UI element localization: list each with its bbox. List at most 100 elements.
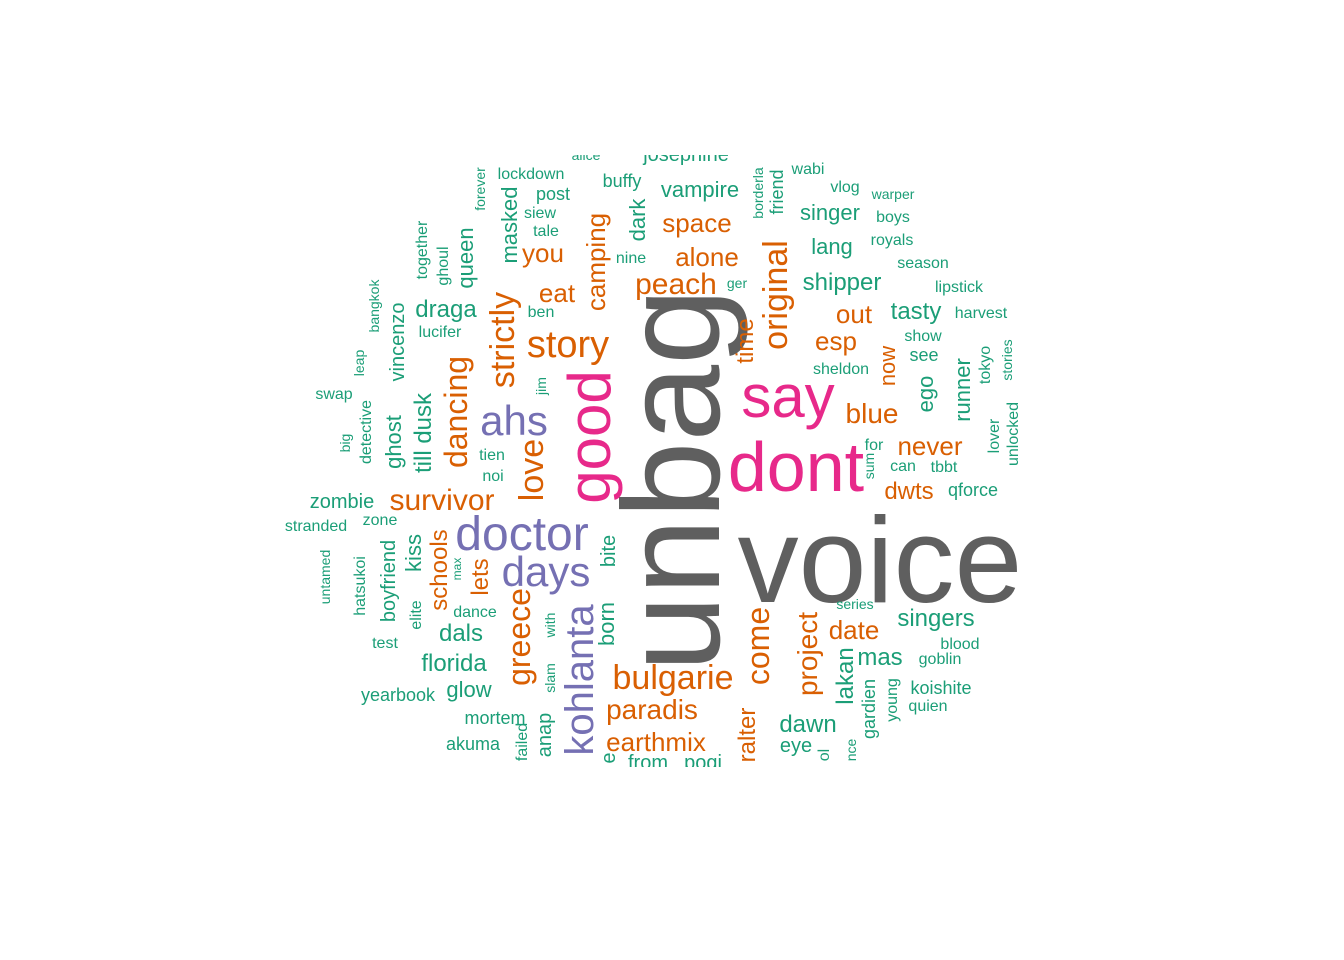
word-for: for [864, 437, 884, 454]
word-lang: lang [811, 234, 853, 259]
word-cloud: voice unbag dont say good doctor days ahs kohlan… [270, 155, 1050, 767]
word-ralter: ralter [734, 707, 761, 763]
word-eat: eat [538, 278, 576, 308]
word-earthmix: earthmix [606, 727, 706, 757]
word-series: series [836, 596, 874, 612]
word-test: test [372, 635, 398, 652]
word-quien: quien [908, 698, 948, 715]
word-mas: mas [857, 644, 903, 671]
word-leap: leap [351, 349, 367, 377]
word-season: season [897, 255, 949, 272]
word-buffy: buffy [602, 171, 642, 191]
word-greece: greece [501, 588, 537, 686]
word-qforce: qforce [947, 480, 999, 500]
word-ghost: ghost [381, 415, 406, 469]
word-bite: bite [598, 534, 620, 568]
word-never: never [897, 431, 963, 461]
word-dont: dont [727, 428, 865, 506]
word-warper: warper [871, 186, 915, 202]
word-blue: blue [845, 398, 899, 429]
word-big: big [337, 433, 353, 453]
word-bangkok: bangkok [366, 279, 382, 333]
word-strictly: strictly [484, 291, 522, 389]
word-siew: siew [523, 205, 557, 222]
word-original: original [757, 240, 795, 350]
word-date: date [828, 615, 880, 645]
word-unbag: unbag [595, 288, 749, 672]
word-max: max [450, 557, 464, 581]
word-lets: lets [467, 558, 494, 596]
word-lover: lover [986, 418, 1003, 454]
word-bulgarie: bulgarie [612, 659, 734, 697]
word-esp: esp [815, 326, 857, 356]
word-you: you [522, 238, 564, 268]
word-detective: detective [358, 399, 375, 465]
word-time: time [732, 318, 759, 364]
word-together: together [414, 220, 431, 280]
word-doctor: doctor [455, 508, 589, 561]
word-post: post [535, 184, 571, 204]
word-ahs: ahs [480, 397, 548, 444]
word-florida: florida [421, 650, 487, 677]
word-come: come [740, 606, 776, 686]
word-akuma: akuma [445, 734, 501, 754]
word-hatsukoi: hatsukoi [352, 556, 369, 616]
word-nce: nce [843, 738, 859, 762]
word-singers: singers [897, 605, 975, 632]
word-tale: tale [533, 223, 559, 240]
word-paradis: paradis [606, 694, 698, 725]
word-ger: ger [726, 275, 748, 291]
word-ol: ol [816, 748, 833, 762]
word-now: now [875, 345, 900, 387]
word-sum: sum [861, 452, 877, 480]
word-alone: alone [675, 242, 739, 272]
word-tasty: tasty [890, 298, 942, 325]
word-young: young [884, 678, 901, 722]
word-zone: zone [362, 512, 398, 529]
word-blood: blood [940, 636, 980, 653]
word-space: space [662, 208, 732, 238]
word-runner: runner [950, 358, 975, 422]
word-days: days [501, 548, 591, 595]
word-goblin: goblin [918, 651, 962, 668]
word-forever: forever [472, 167, 488, 211]
word-mortem: mortem [464, 708, 526, 728]
word-project: project [792, 611, 823, 697]
word-dancing: dancing [438, 355, 474, 469]
word-borderla: borderla [750, 167, 766, 219]
word-dwts: dwts [884, 478, 934, 505]
word-dark: dark [625, 198, 650, 242]
word-lucifer: lucifer [418, 324, 462, 341]
word-kiss: kiss [401, 534, 426, 572]
word-harvest: harvest [954, 305, 1008, 322]
word-nine: nine [615, 250, 647, 267]
word-say: say [741, 363, 835, 430]
word-friend: friend [767, 169, 787, 215]
word-tien: tien [479, 447, 505, 464]
word-pogi: pogi [684, 752, 722, 767]
word-shipper: shipper [802, 269, 882, 296]
word-lockdown: lockdown [497, 166, 565, 183]
word-jim: jim [533, 377, 549, 395]
word-swap: swap [315, 386, 353, 403]
word-see: see [909, 345, 939, 365]
word-show: show [904, 328, 942, 345]
word-from: from [628, 752, 668, 767]
word-vincenzo: vincenzo [387, 302, 409, 382]
word-stranded: stranded [284, 518, 348, 535]
word-draga: draga [415, 296, 477, 323]
word-koishite: koishite [910, 678, 972, 698]
word-with: with [542, 612, 558, 638]
word-out: out [835, 299, 873, 329]
word-slam: slam [542, 663, 558, 693]
word-josephine: josephine [643, 155, 729, 166]
word-dawn: dawn [779, 711, 837, 738]
word-love: love [513, 438, 551, 502]
word-dance: dance [453, 604, 497, 621]
word-tbbt: tbbt [930, 459, 958, 476]
word-story: story [526, 324, 610, 366]
word-untamed: untamed [317, 549, 333, 605]
word-sheldon: sheldon [812, 361, 870, 378]
word-glow: glow [446, 677, 492, 702]
